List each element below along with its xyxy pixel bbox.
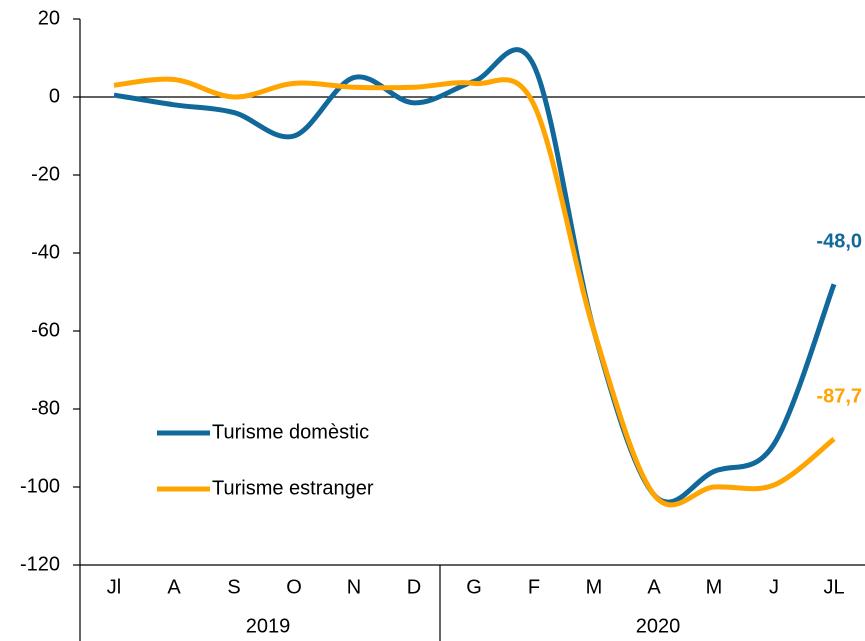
- x-tick-label: JL: [823, 576, 844, 598]
- x-tick-label: O: [286, 576, 302, 598]
- data-label: -48,0: [816, 230, 862, 252]
- y-tick-label: 0: [49, 85, 60, 107]
- y-tick-label: -20: [31, 163, 60, 185]
- y-tick-label: 20: [38, 7, 60, 29]
- data-label: -87,7: [816, 385, 862, 407]
- y-tick-label: -120: [20, 553, 60, 575]
- x-tick-label: G: [466, 576, 482, 598]
- legend-label: Turisme estranger: [212, 477, 374, 499]
- y-tick-label: -40: [31, 241, 60, 263]
- y-tick-label: -60: [31, 319, 60, 341]
- x-tick-label: J: [769, 576, 779, 598]
- x-tick-label: D: [407, 576, 421, 598]
- x-tick-label: Jl: [107, 576, 121, 598]
- x-tick-label: A: [167, 576, 181, 598]
- y-tick-label: -80: [31, 397, 60, 419]
- x-tick-label: F: [528, 576, 540, 598]
- group-label: 2020: [636, 615, 681, 637]
- legend-label: Turisme domèstic: [212, 421, 369, 443]
- x-tick-label: N: [347, 576, 361, 598]
- series-line: [113, 47, 837, 505]
- x-tick-label: A: [647, 576, 661, 598]
- x-tick-label: M: [586, 576, 603, 598]
- series-line: [113, 76, 836, 508]
- y-tick-label: -100: [20, 475, 60, 497]
- group-label: 2019: [246, 615, 291, 637]
- x-tick-label: S: [227, 576, 240, 598]
- x-tick-label: M: [706, 576, 723, 598]
